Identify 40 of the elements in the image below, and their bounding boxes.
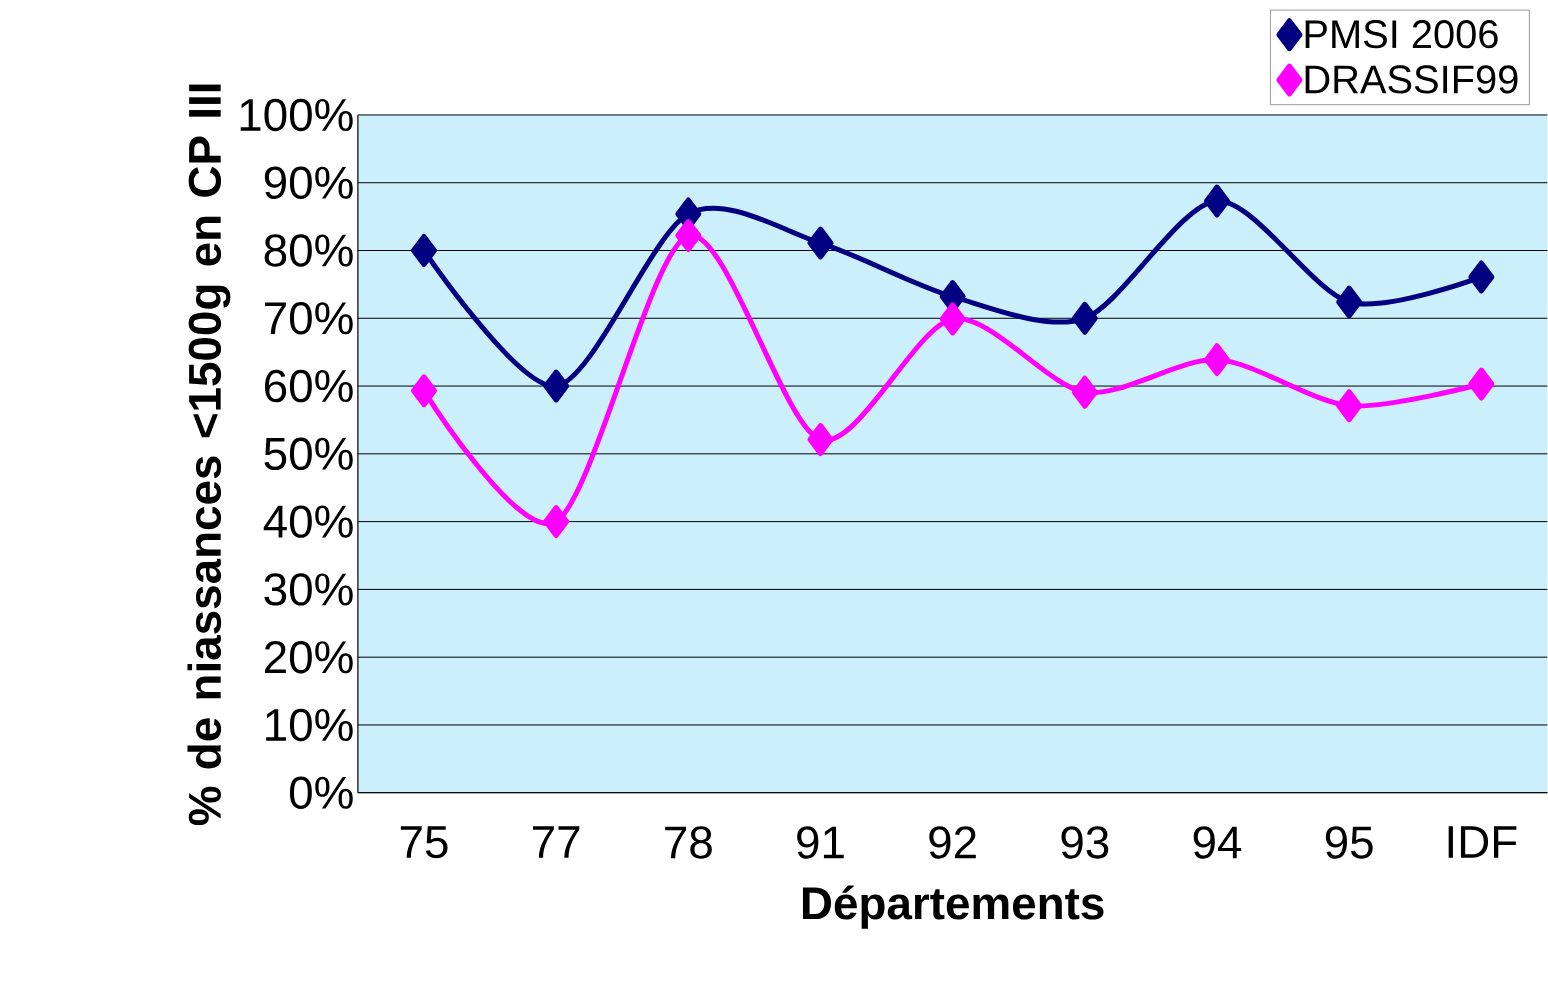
point bbox=[1336, 389, 1363, 423]
x-tick-label: 94 bbox=[1193, 826, 1242, 859]
y-tick-label: 90% bbox=[264, 166, 353, 200]
x-tick-label: 92 bbox=[929, 826, 976, 859]
point bbox=[939, 302, 966, 336]
point bbox=[1071, 301, 1098, 335]
y-tick-label: 30% bbox=[264, 573, 353, 606]
y-tick-label: 100% bbox=[240, 98, 353, 132]
legend-label: DRASSIF99 bbox=[1305, 65, 1518, 94]
point bbox=[1204, 184, 1230, 218]
point bbox=[410, 234, 437, 268]
x-tick-label: 91 bbox=[797, 826, 844, 859]
x-tick-label: 77 bbox=[533, 826, 580, 858]
legend-label: PMSI 2006 bbox=[1305, 20, 1498, 49]
y-axis-title: % de niassances <1500g en CP III bbox=[187, 84, 231, 826]
point bbox=[543, 369, 570, 403]
y-tick-label: 10% bbox=[266, 708, 353, 742]
point bbox=[1071, 375, 1098, 409]
x-tick-label: 95 bbox=[1325, 826, 1373, 859]
point bbox=[543, 505, 570, 539]
x-tick-label: 93 bbox=[1061, 826, 1109, 859]
point bbox=[1468, 260, 1495, 294]
y-tick-label: 20% bbox=[264, 641, 353, 674]
point bbox=[675, 219, 702, 253]
y-tick-label: 80% bbox=[264, 234, 353, 267]
point bbox=[807, 423, 834, 457]
y-tick-label: 60% bbox=[265, 370, 353, 403]
point bbox=[1204, 343, 1230, 377]
y-tick-label: 70% bbox=[265, 302, 353, 335]
x-tick-label: IDF bbox=[1448, 826, 1517, 858]
point bbox=[410, 374, 437, 408]
y-tick-label: 50% bbox=[264, 437, 353, 471]
y-tick-label: 40% bbox=[263, 505, 353, 538]
point bbox=[807, 226, 834, 260]
y-tick-label: 0% bbox=[289, 776, 353, 810]
x-axis-title: Départements bbox=[802, 885, 1104, 929]
point bbox=[1468, 367, 1495, 401]
x-tick-label: 75 bbox=[400, 826, 448, 859]
point bbox=[1336, 285, 1363, 319]
x-tick-label: 78 bbox=[665, 826, 712, 859]
